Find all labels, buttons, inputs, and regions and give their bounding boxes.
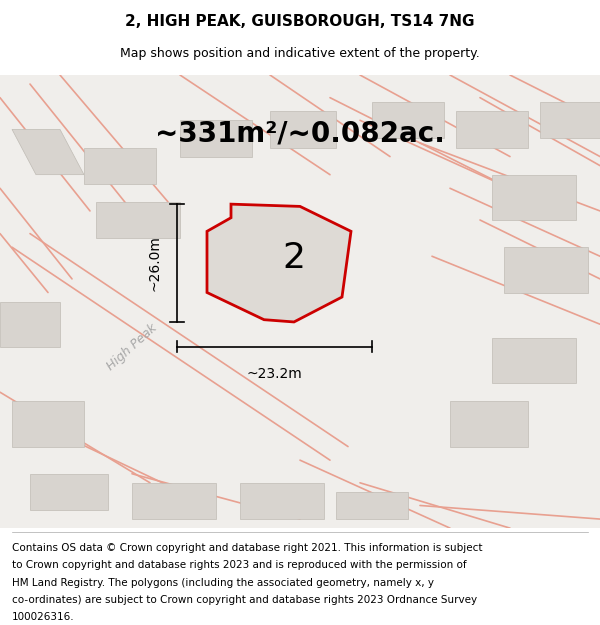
Polygon shape [180, 120, 252, 156]
Polygon shape [207, 204, 351, 322]
Polygon shape [456, 111, 528, 148]
Text: High Peak: High Peak [104, 321, 160, 372]
Polygon shape [492, 338, 576, 383]
Polygon shape [336, 492, 408, 519]
Polygon shape [12, 129, 84, 174]
Text: co-ordinates) are subject to Crown copyright and database rights 2023 Ordnance S: co-ordinates) are subject to Crown copyr… [12, 595, 477, 605]
Text: HM Land Registry. The polygons (including the associated geometry, namely x, y: HM Land Registry. The polygons (includin… [12, 578, 434, 587]
Polygon shape [84, 148, 156, 184]
Text: ~23.2m: ~23.2m [247, 368, 302, 381]
Polygon shape [450, 401, 528, 446]
Text: 2, HIGH PEAK, GUISBOROUGH, TS14 7NG: 2, HIGH PEAK, GUISBOROUGH, TS14 7NG [125, 14, 475, 29]
Text: Contains OS data © Crown copyright and database right 2021. This information is : Contains OS data © Crown copyright and d… [12, 542, 482, 552]
Text: ~26.0m: ~26.0m [148, 235, 162, 291]
Text: ~331m²/~0.082ac.: ~331m²/~0.082ac. [155, 120, 445, 148]
Text: 2: 2 [282, 241, 305, 275]
Text: to Crown copyright and database rights 2023 and is reproduced with the permissio: to Crown copyright and database rights 2… [12, 560, 467, 570]
Polygon shape [492, 174, 576, 220]
Polygon shape [540, 102, 600, 138]
Polygon shape [0, 301, 60, 347]
Polygon shape [96, 202, 180, 238]
Polygon shape [504, 247, 588, 292]
Polygon shape [240, 482, 324, 519]
Polygon shape [30, 474, 108, 510]
Text: Map shows position and indicative extent of the property.: Map shows position and indicative extent… [120, 48, 480, 61]
Text: 100026316.: 100026316. [12, 612, 74, 622]
Polygon shape [372, 102, 444, 138]
Polygon shape [270, 111, 336, 148]
Polygon shape [12, 401, 84, 446]
Polygon shape [132, 482, 216, 519]
